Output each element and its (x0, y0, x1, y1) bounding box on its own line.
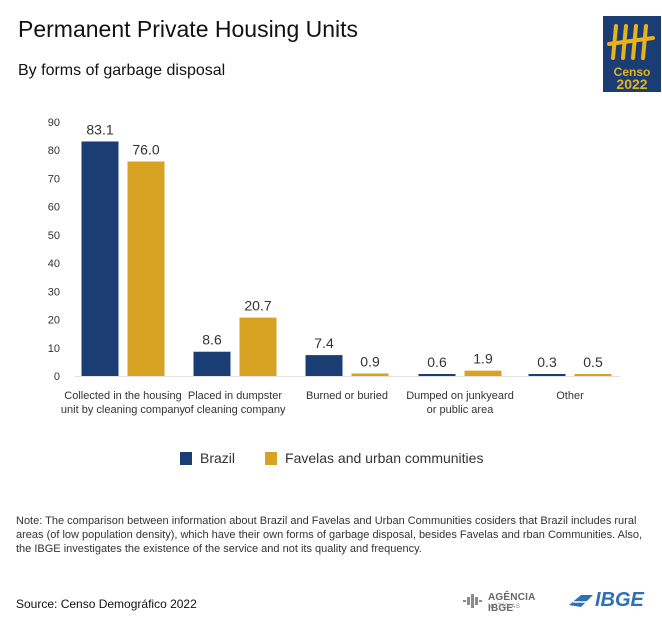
bar-brazil (193, 351, 231, 376)
tally-marks-icon (607, 24, 655, 60)
agencia-mark-icon (463, 594, 482, 608)
x-category-label: of cleaning company (185, 404, 286, 416)
legend-label-brazil: Brazil (200, 450, 236, 466)
y-tick-label: 70 (48, 173, 60, 185)
bar-chart: 0 10 20 30 40 50 60 70 80 90 83.1 8.6 7.4 0.6 0.3 76.0 2… (48, 117, 620, 416)
bar-favelas (464, 370, 502, 376)
x-category-label: Dumped on junkyeard (406, 390, 514, 402)
value-label: 7.4 (314, 335, 334, 351)
x-category-label: Placed in dumpster (188, 390, 282, 402)
bar-favelas (239, 317, 277, 376)
chart-title: Permanent Private Housing Units (18, 16, 359, 42)
legend-swatch-brazil (180, 451, 192, 465)
agencia-subtext: NOTÍCIAS (488, 604, 521, 610)
x-category-label: Other (556, 390, 584, 402)
y-tick-label: 60 (48, 202, 60, 214)
y-tick-label: 0 (54, 371, 60, 383)
ibge-text: IBGE (595, 589, 644, 611)
y-tick-label: 80 (48, 145, 60, 157)
x-category-label: Collected in the housing (64, 390, 181, 402)
legend: Brazil Favelas and urban communities (180, 450, 513, 466)
bar-favelas (127, 161, 165, 376)
censo-2022-logo: Censo 2022 (603, 16, 661, 92)
value-label: 1.9 (473, 351, 493, 367)
censo-year: 2022 (616, 76, 648, 92)
bar-favelas (351, 373, 389, 376)
bar-brazil (418, 374, 456, 376)
legend-swatch-favelas (265, 451, 278, 465)
bar-favelas (574, 374, 612, 376)
y-tick-label: 10 (48, 343, 60, 355)
ibge-arrow-icon (569, 595, 593, 607)
y-tick-label: 40 (48, 258, 60, 270)
bar-brazil (528, 374, 566, 376)
chart-note: Note: The comparison between information… (16, 515, 643, 555)
value-label: 0.6 (427, 354, 447, 370)
value-label: 20.7 (244, 298, 271, 314)
value-label: 8.6 (202, 332, 222, 348)
ibge-logo: IBGE (567, 588, 659, 614)
value-label: 76.0 (132, 142, 159, 158)
bar-brazil (81, 141, 119, 376)
x-category-label: or public area (427, 404, 495, 416)
agencia-text: AGÊNCIA IBGE (488, 592, 536, 614)
y-tick-label: 20 (48, 315, 60, 327)
censo-word: Censo (613, 65, 651, 79)
value-label: 0.5 (583, 354, 603, 370)
value-label: 83.1 (86, 121, 113, 137)
x-category-label: unit by cleaning company (61, 404, 186, 416)
x-category-label: Burned or buried (306, 390, 388, 402)
legend-item-brazil: Brazil (180, 450, 235, 466)
y-tick-label: 30 (48, 286, 60, 298)
y-tick-label: 50 (48, 230, 60, 242)
chart-subtitle: By forms of garbage disposal (18, 62, 226, 79)
y-tick-label: 90 (48, 117, 60, 129)
legend-item-favelas: Favelas and urban communities (265, 450, 483, 466)
value-label: 0.3 (537, 354, 557, 370)
bar-brazil (305, 355, 343, 376)
agencia-ibge-logo: AGÊNCIA IBGE NOTÍCIAS (462, 589, 560, 615)
legend-label-favelas: Favelas and urban communities (285, 450, 484, 466)
value-label: 0.9 (360, 353, 380, 369)
chart-source: Source: Censo Demográfico 2022 (16, 597, 197, 611)
